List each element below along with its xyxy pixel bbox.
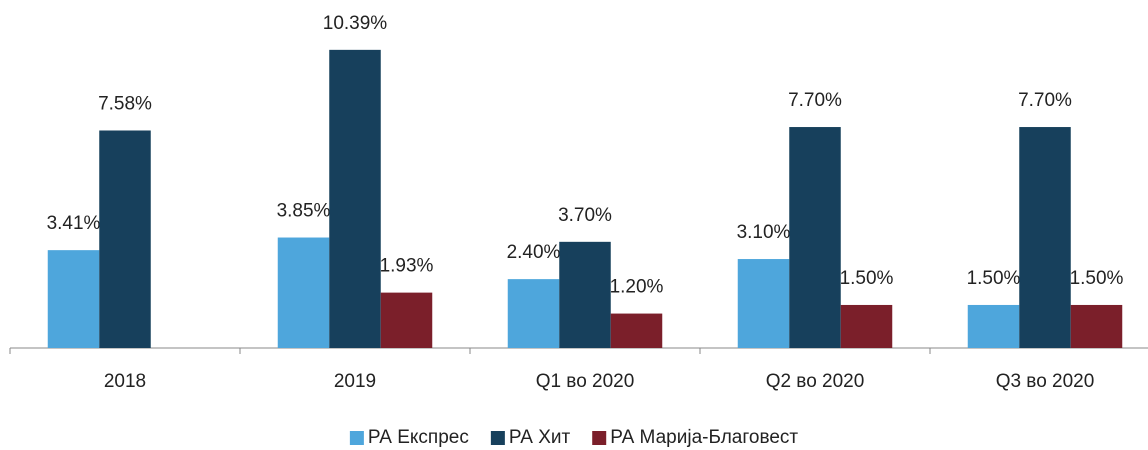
legend-label: РА Марија-Благовест (610, 427, 798, 448)
bar (1070, 304, 1123, 348)
value-label: 3.10% (737, 222, 791, 243)
value-label: 1.20% (610, 277, 664, 298)
value-label: 7.58% (98, 94, 152, 115)
x-tick-label: Q3 во 2020 (996, 371, 1095, 392)
value-label: 7.70% (788, 90, 842, 111)
value-label: 3.85% (277, 201, 331, 222)
bar (789, 127, 841, 348)
legend-label: РА Хит (509, 427, 571, 448)
bar (1019, 127, 1071, 348)
bar (967, 304, 1020, 348)
x-tick-label: 2019 (334, 371, 376, 392)
value-label: 1.50% (840, 268, 894, 289)
x-tick-label: Q1 во 2020 (536, 371, 635, 392)
bar (47, 250, 100, 348)
value-label: 1.93% (380, 256, 434, 277)
legend-marker (490, 431, 505, 445)
value-label: 3.41% (47, 213, 101, 234)
bar (507, 279, 560, 348)
value-label: 1.50% (1070, 268, 1124, 289)
value-label: 10.39% (323, 13, 388, 34)
legend-marker (592, 431, 607, 445)
bar (277, 237, 330, 348)
bar (610, 313, 663, 348)
x-tick-label: 2018 (104, 371, 146, 392)
bar (559, 241, 611, 348)
bar (99, 130, 151, 348)
value-label: 7.70% (1018, 90, 1072, 111)
bar (737, 259, 790, 348)
legend-marker (349, 431, 364, 445)
bar (329, 49, 381, 348)
value-label: 2.40% (507, 242, 561, 263)
legend-label: РА Експрес (368, 427, 469, 448)
bar (380, 292, 433, 348)
bar (840, 304, 893, 348)
value-label: 3.70% (558, 205, 612, 226)
value-label: 1.50% (967, 268, 1021, 289)
x-tick-label: Q2 во 2020 (766, 371, 865, 392)
